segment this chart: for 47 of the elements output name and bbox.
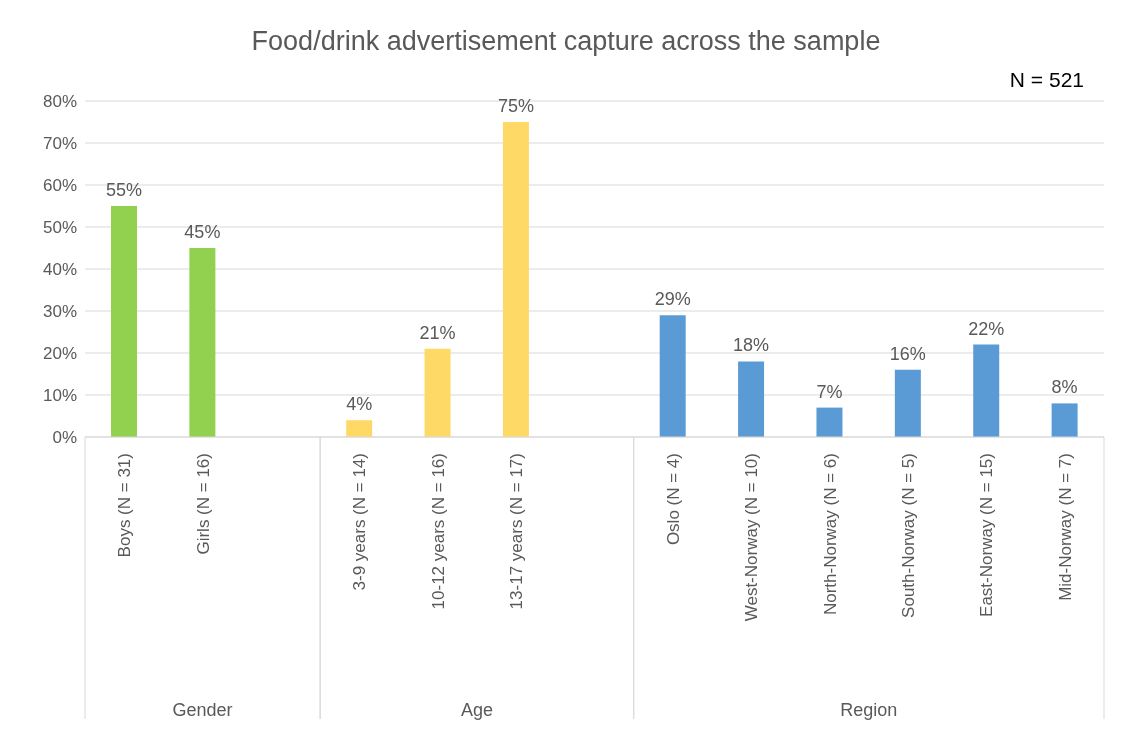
- bar: [973, 344, 1000, 437]
- y-tick-label: 40%: [42, 260, 77, 280]
- data-label: 7%: [816, 381, 843, 402]
- x-tick-label: East-Norway (N = 15): [977, 453, 997, 617]
- bar: [659, 315, 686, 437]
- x-tick-label: 10-12 years (N = 16): [428, 453, 448, 610]
- data-label: 16%: [889, 343, 926, 364]
- y-tick-label: 60%: [42, 176, 77, 196]
- y-tick-label: 20%: [42, 344, 77, 364]
- bar: [189, 248, 216, 437]
- bar: [1051, 403, 1078, 437]
- x-tick-label: Oslo (N = 4): [663, 453, 683, 546]
- data-label: 8%: [1051, 377, 1078, 398]
- x-tick-label: West-Norway (N = 10): [742, 453, 762, 622]
- data-label: 45%: [184, 222, 221, 242]
- y-tick-label: 80%: [42, 92, 77, 112]
- data-label: 21%: [419, 322, 456, 343]
- bar: [346, 420, 373, 437]
- data-label: 4%: [346, 394, 373, 415]
- y-tick-label: 70%: [42, 134, 77, 154]
- text: Gender: [172, 700, 233, 720]
- data-label: 18%: [733, 335, 770, 356]
- bar: [816, 407, 843, 437]
- data-label: 22%: [968, 318, 1005, 339]
- x-tick-label: Girls (N = 16): [193, 453, 213, 555]
- bar: [894, 369, 921, 437]
- x-tick-label: Mid-Norway (N = 7): [1055, 453, 1075, 601]
- text: N = 521: [1009, 68, 1084, 92]
- text: Region: [840, 700, 898, 720]
- x-tick-label: Boys (N = 31): [115, 453, 135, 558]
- y-tick-label: 0%: [52, 428, 77, 448]
- y-tick-label: 10%: [42, 386, 77, 406]
- x-tick-label: South-Norway (N = 5): [899, 453, 919, 618]
- x-tick-label: 3-9 years (N = 14): [350, 453, 370, 591]
- data-label: 75%: [497, 96, 534, 116]
- text: Age: [460, 700, 493, 720]
- data-label: 29%: [654, 289, 691, 310]
- bar: [502, 122, 529, 437]
- bar: [738, 361, 765, 437]
- chart-title: Food/drink advertisement capture across the sample: [250, 26, 882, 57]
- x-tick-label: North-Norway (N = 6): [820, 453, 840, 616]
- y-tick-label: 50%: [42, 218, 77, 238]
- bar: [424, 348, 451, 437]
- y-tick-label: 30%: [42, 302, 77, 322]
- x-tick-label: 13-17 years (N = 17): [507, 453, 527, 610]
- bar: [111, 206, 137, 437]
- data-label: 55%: [105, 180, 143, 200]
